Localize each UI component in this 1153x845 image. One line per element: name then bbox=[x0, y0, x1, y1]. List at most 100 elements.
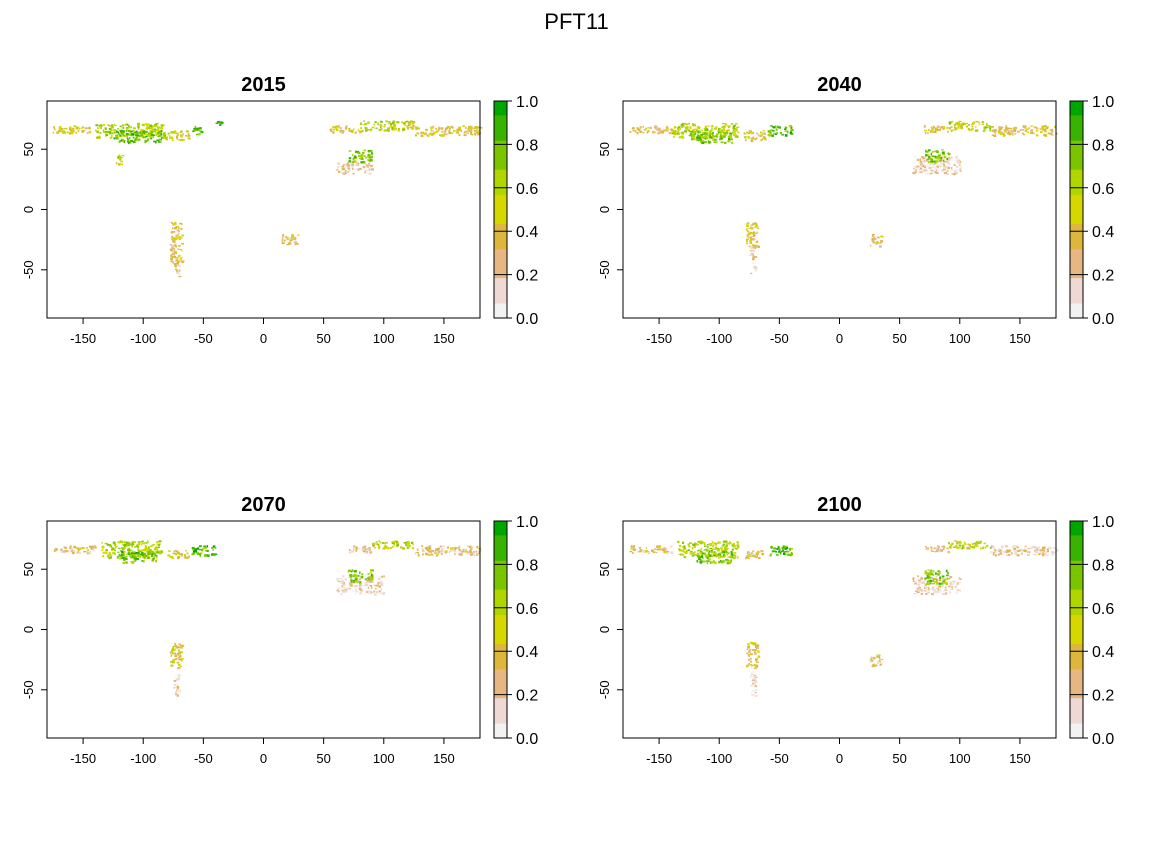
x-tick-label: -50 bbox=[770, 331, 789, 346]
raster-cell bbox=[720, 552, 724, 554]
raster-cell bbox=[77, 548, 79, 550]
colorbar-segment bbox=[494, 180, 507, 185]
raster-cell bbox=[131, 134, 134, 137]
raster-cell bbox=[170, 258, 173, 261]
raster-cell bbox=[637, 129, 640, 131]
raster-cell bbox=[78, 547, 82, 550]
raster-cell bbox=[391, 541, 394, 544]
raster-cell bbox=[135, 134, 138, 137]
raster-cell bbox=[1050, 134, 1054, 136]
raster-cell bbox=[287, 237, 290, 240]
raster-cell bbox=[749, 131, 753, 134]
raster-cell bbox=[176, 262, 179, 265]
raster-cell bbox=[117, 555, 119, 557]
raster-cell bbox=[719, 138, 722, 141]
raster-cell bbox=[716, 550, 719, 552]
raster-cell bbox=[756, 665, 759, 668]
raster-cell bbox=[155, 132, 157, 134]
raster-cell bbox=[95, 130, 98, 132]
raster-cell bbox=[772, 126, 776, 129]
colorbar-segment bbox=[494, 169, 507, 174]
raster-cell bbox=[947, 153, 951, 156]
raster-cell bbox=[368, 547, 371, 550]
raster-cell bbox=[158, 140, 160, 143]
raster-cell bbox=[373, 542, 376, 545]
raster-cell bbox=[775, 551, 778, 553]
raster-cell bbox=[176, 138, 178, 140]
raster-cell bbox=[427, 553, 430, 556]
raster-cell bbox=[179, 658, 183, 661]
raster-cell bbox=[917, 578, 920, 581]
raster-cell bbox=[948, 546, 952, 549]
raster-cell bbox=[724, 545, 727, 547]
raster-cell bbox=[716, 141, 718, 143]
raster-cell bbox=[706, 556, 709, 560]
raster-cell bbox=[338, 578, 341, 581]
raster-cell bbox=[185, 135, 188, 137]
colorbar-segment bbox=[1070, 162, 1083, 167]
raster-cell bbox=[174, 265, 177, 268]
raster-cell bbox=[469, 128, 473, 131]
raster-cell bbox=[671, 131, 674, 134]
colorbar-segment bbox=[1070, 694, 1083, 699]
colorbar-segment bbox=[1070, 184, 1083, 189]
raster-cell bbox=[754, 652, 757, 655]
raster-cell bbox=[121, 154, 125, 157]
raster-cell bbox=[383, 575, 385, 578]
raster-cell bbox=[943, 167, 946, 169]
colorbar-segment bbox=[494, 600, 507, 605]
raster-cell bbox=[137, 128, 140, 130]
raster-cell bbox=[365, 548, 368, 551]
raster-cell bbox=[750, 236, 752, 238]
raster-cell bbox=[212, 549, 214, 551]
raster-cell bbox=[945, 166, 949, 169]
raster-cell bbox=[984, 546, 987, 549]
raster-cell bbox=[461, 550, 464, 553]
raster-cell bbox=[722, 555, 725, 557]
x-tick-label: -150 bbox=[70, 331, 96, 346]
raster-cell bbox=[964, 543, 967, 545]
raster-cell bbox=[450, 547, 453, 550]
raster-cell bbox=[692, 123, 696, 126]
raster-cell bbox=[154, 129, 158, 131]
raster-cell bbox=[1046, 127, 1049, 130]
raster-cell bbox=[681, 549, 685, 552]
raster-cell bbox=[932, 579, 935, 582]
raster-cell bbox=[1036, 548, 1039, 551]
raster-cell bbox=[383, 125, 386, 128]
raster-cell bbox=[113, 132, 116, 134]
raster-cell bbox=[754, 247, 757, 249]
x-tick-label: 0 bbox=[260, 751, 267, 766]
raster-cell bbox=[917, 579, 921, 582]
raster-cell bbox=[105, 133, 109, 136]
raster-cell bbox=[172, 652, 175, 655]
raster-cell bbox=[103, 131, 106, 133]
colorbar-segment bbox=[1070, 524, 1083, 529]
raster-cell bbox=[113, 137, 116, 140]
raster-cell bbox=[357, 168, 360, 171]
raster-cell bbox=[350, 571, 353, 573]
raster-cell bbox=[176, 234, 179, 237]
raster-cell bbox=[453, 548, 455, 551]
raster-cell bbox=[282, 238, 286, 241]
raster-cell bbox=[931, 578, 934, 581]
raster-cell bbox=[912, 577, 915, 581]
raster-cell bbox=[785, 547, 789, 550]
colorbar-segment bbox=[1070, 108, 1083, 113]
raster-cell bbox=[383, 124, 386, 126]
colorbar-segment bbox=[1070, 669, 1083, 674]
raster-cell bbox=[376, 543, 379, 545]
raster-cell bbox=[160, 550, 163, 553]
raster-cell bbox=[214, 547, 217, 549]
raster-cell bbox=[152, 557, 155, 560]
colorbar-segment bbox=[494, 607, 507, 613]
raster-cell bbox=[458, 548, 461, 551]
raster-cell bbox=[172, 241, 176, 243]
raster-cell bbox=[142, 552, 145, 555]
raster-cell bbox=[1040, 128, 1042, 130]
raster-cell bbox=[922, 580, 925, 584]
raster-cell bbox=[356, 150, 359, 153]
raster-cell bbox=[428, 554, 431, 556]
raster-cell bbox=[679, 136, 682, 139]
raster-cell bbox=[176, 677, 179, 681]
